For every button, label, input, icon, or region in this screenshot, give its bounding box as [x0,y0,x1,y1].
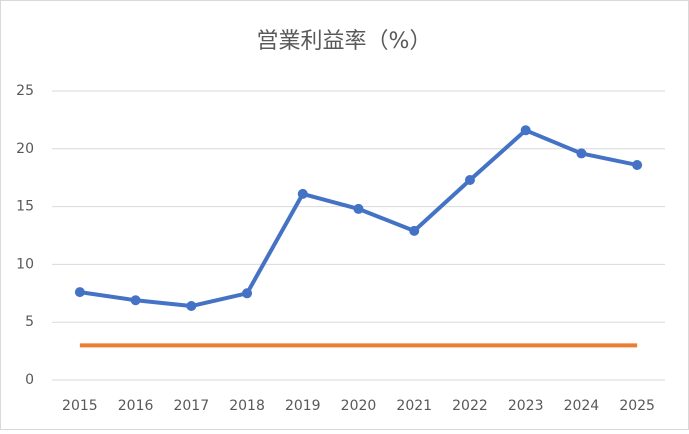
data-point [130,295,141,306]
x-tick-label: 2025 [619,398,655,414]
y-tick-label: 10 [16,256,34,272]
y-tick-label: 20 [16,141,34,157]
x-tick-label: 2018 [229,398,265,414]
x-tick-label: 2022 [452,398,488,414]
x-tick-label: 2019 [285,398,321,414]
data-point [353,203,364,214]
data-point [464,175,475,186]
x-tick-label: 2024 [564,398,600,414]
x-tick-label: 2015 [62,398,98,414]
data-point [576,148,587,159]
data-point [186,301,197,312]
x-tick-label: 2020 [341,398,377,414]
y-tick-label: 0 [25,372,34,388]
y-tick-label: 25 [16,83,34,99]
x-tick-label: 2023 [508,398,544,414]
y-tick-label: 5 [25,314,34,330]
data-point [242,288,253,299]
x-tick-label: 2021 [396,398,432,414]
x-tick-label: 2016 [118,398,154,414]
data-point [74,287,85,298]
data-point [409,225,420,236]
y-tick-label: 15 [16,199,34,215]
chart-title: 営業利益率（%） [257,29,432,54]
data-point [520,125,531,136]
data-point [297,188,308,199]
data-point [632,159,643,170]
x-tick-label: 2017 [173,398,209,414]
